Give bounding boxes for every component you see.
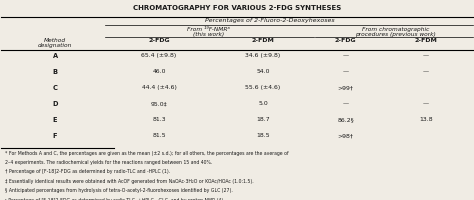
- Text: Percentages of 2-Fluoro-2-Deoxyhexoses: Percentages of 2-Fluoro-2-Deoxyhexoses: [205, 18, 335, 23]
- Text: 95.0‡: 95.0‡: [151, 101, 167, 106]
- Text: 2–4 experiments. The radiochemical yields for the reactions ranged between 15 an: 2–4 experiments. The radiochemical yield…: [5, 159, 213, 164]
- Text: ¹ Percentage of [F-18]2-FDG as determined by radio-TLC, +HPLC, -GLC, and by prot: ¹ Percentage of [F-18]2-FDG as determine…: [5, 197, 225, 200]
- Text: 65.4 (±9.8): 65.4 (±9.8): [141, 53, 177, 58]
- Text: 2-FDG: 2-FDG: [335, 38, 356, 43]
- Text: 81.3: 81.3: [152, 117, 166, 122]
- Text: E: E: [53, 117, 57, 123]
- Text: 54.0: 54.0: [256, 69, 270, 74]
- Text: 13.8: 13.8: [419, 117, 433, 122]
- Text: CHROMATOGRAPHY FOR VARIOUS 2-FDG SYNTHESES: CHROMATOGRAPHY FOR VARIOUS 2-FDG SYNTHES…: [133, 5, 341, 11]
- Text: 5.0: 5.0: [258, 101, 268, 106]
- Text: From chromatographic: From chromatographic: [362, 26, 429, 31]
- Text: —: —: [343, 101, 349, 106]
- Text: 44.4 (±4.6): 44.4 (±4.6): [142, 85, 176, 90]
- Text: 2-FDM: 2-FDM: [415, 38, 438, 43]
- Text: 46.0: 46.0: [152, 69, 166, 74]
- Text: —: —: [423, 53, 429, 58]
- Text: 18.7: 18.7: [256, 117, 270, 122]
- Text: 18.5: 18.5: [256, 133, 270, 138]
- Text: 55.6 (±4.6): 55.6 (±4.6): [246, 85, 281, 90]
- Text: 2-FDM: 2-FDM: [252, 38, 274, 43]
- Text: (this work): (this work): [193, 32, 224, 37]
- Text: § Anticipated percentages from hydrolysis of tetra-O-acetyl-2-fluorohexoses iden: § Anticipated percentages from hydrolysi…: [5, 187, 233, 192]
- Text: >99†: >99†: [337, 85, 354, 90]
- Text: C: C: [53, 85, 57, 91]
- Text: A: A: [53, 53, 58, 59]
- Text: From ¹⁹F-NMRᵃ: From ¹⁹F-NMRᵃ: [187, 26, 230, 31]
- Text: procedures (previous work): procedures (previous work): [355, 32, 436, 37]
- Text: B: B: [53, 69, 57, 75]
- Text: 86.2§: 86.2§: [337, 117, 354, 122]
- Text: * For Methods A and C, the percentages are given as the mean (±2 s.d.); for all : * For Methods A and C, the percentages a…: [5, 150, 289, 155]
- Text: —: —: [423, 69, 429, 74]
- Text: Method: Method: [44, 38, 66, 43]
- Text: 2-FDG: 2-FDG: [148, 38, 170, 43]
- Text: 81.5: 81.5: [152, 133, 166, 138]
- Text: 34.6 (±9.8): 34.6 (±9.8): [246, 53, 281, 58]
- Text: designation: designation: [38, 43, 72, 48]
- Text: † Percentage of [F-18]2-FDG as determined by radio-TLC and -HPLC (1).: † Percentage of [F-18]2-FDG as determine…: [5, 169, 171, 174]
- Text: ‡ Essentially identical results were obtained with AcOF generated from NaOAc·3H₂: ‡ Essentially identical results were obt…: [5, 178, 254, 183]
- Text: —: —: [423, 101, 429, 106]
- Text: —: —: [343, 69, 349, 74]
- Text: F: F: [53, 133, 57, 139]
- Text: >98†: >98†: [337, 133, 354, 138]
- Text: D: D: [52, 101, 58, 107]
- Text: —: —: [343, 53, 349, 58]
